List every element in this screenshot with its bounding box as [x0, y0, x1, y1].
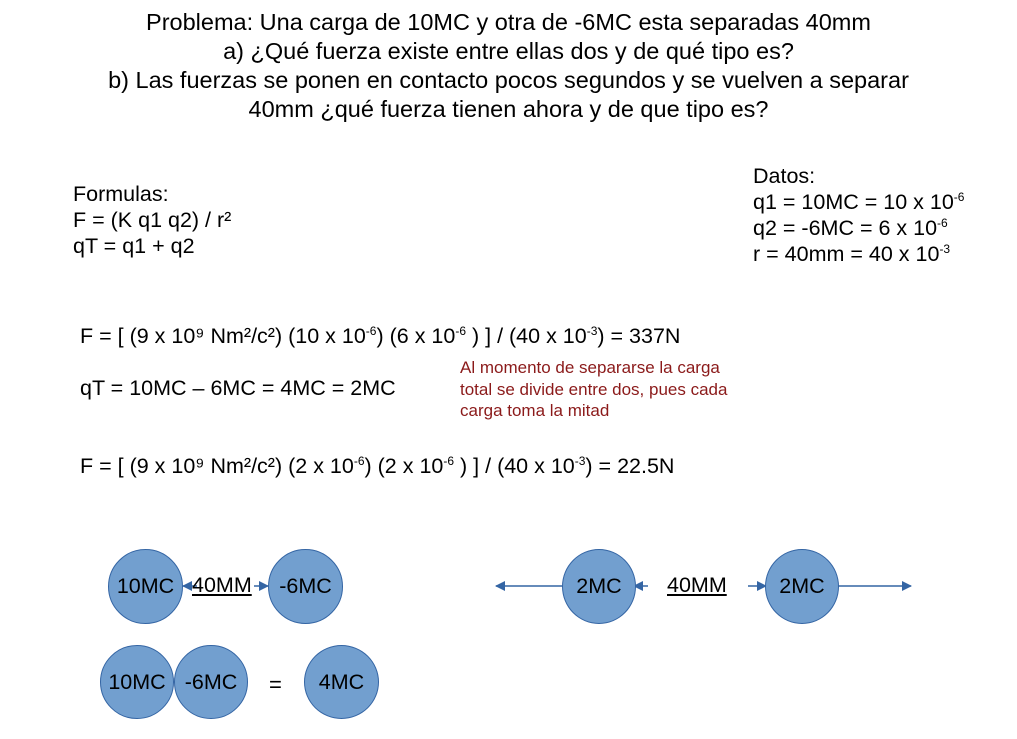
datos-heading: Datos: — [753, 164, 816, 188]
datos-r: r = 40mm = 40 x 10-3 — [753, 242, 951, 266]
separation-note: Al momento de separarse la carga total s… — [460, 358, 728, 420]
formulas-block: Formulas: F = (K q1 q2) / r² qT = q1 + q… — [73, 181, 231, 259]
force-equation-initial: F = [ (9 x 10⁹ Nm²/c²) (10 x 10-6) (6 x … — [80, 324, 681, 348]
total-charge-equation: qT = 10MC – 6MC = 4MC = 2MC — [80, 376, 396, 400]
charge-circle-10mc: 10MC — [108, 549, 183, 624]
coulomb-formula: F = (K q1 q2) / r² — [73, 208, 232, 232]
force-equation-final: F = [ (9 x 10⁹ Nm²/c²) (2 x 10-6) (2 x 1… — [80, 454, 675, 478]
problem-line-2: a) ¿Qué fuerza existe entre ellas dos y … — [223, 38, 794, 64]
formulas-heading: Formulas: — [73, 182, 169, 206]
distance-label-right: 40MM — [667, 573, 727, 597]
equals-sign: = — [269, 672, 282, 697]
problem-line-3: b) Las fuerzas se ponen en contacto poco… — [108, 67, 909, 93]
contact-circle-neg6mc: -6MC — [174, 645, 248, 719]
problem-line-4: 40mm ¿qué fuerza tienen ahora y de que t… — [248, 96, 769, 122]
problem-statement: Problema: Una carga de 10MC y otra de -6… — [0, 8, 1017, 124]
result-circle-4mc: 4MC — [304, 645, 379, 719]
total-charge-formula: qT = q1 + q2 — [73, 234, 195, 258]
datos-q1: q1 = 10MC = 10 x 10-6 — [753, 190, 965, 214]
datos-q2: q2 = -6MC = 6 x 10-6 — [753, 216, 948, 240]
contact-circle-10mc: 10MC — [100, 645, 174, 719]
charge-circle-neg6mc: -6MC — [268, 549, 343, 624]
charge-circle-2mc-b: 2MC — [765, 549, 839, 624]
distance-label-left: 40MM — [192, 573, 252, 597]
datos-block: Datos: q1 = 10MC = 10 x 10-6 q2 = -6MC =… — [753, 163, 964, 267]
problem-line-1: Problema: Una carga de 10MC y otra de -6… — [146, 9, 871, 35]
charge-circle-2mc-a: 2MC — [562, 549, 636, 624]
